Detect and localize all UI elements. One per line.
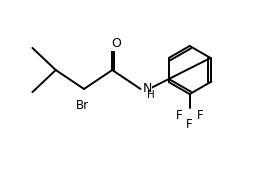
Text: F: F (176, 109, 183, 122)
Text: F: F (197, 109, 203, 122)
Text: N: N (142, 82, 152, 95)
Text: O: O (111, 37, 121, 50)
Text: F: F (186, 118, 193, 131)
Text: Br: Br (76, 99, 89, 112)
Text: H: H (147, 90, 155, 100)
